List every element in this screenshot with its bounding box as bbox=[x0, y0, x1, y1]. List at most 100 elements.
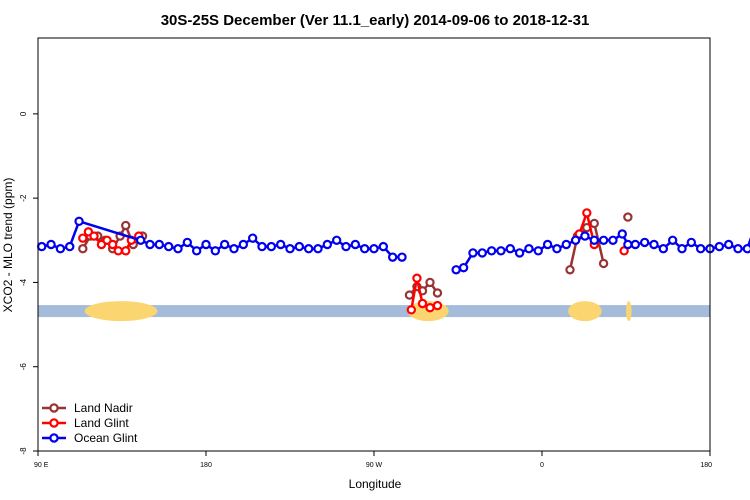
data-point-ocean-glint bbox=[378, 241, 389, 252]
x-tick-label: 0 bbox=[540, 462, 544, 469]
data-point-ocean-glint bbox=[359, 244, 370, 254]
data-point-ocean-glint bbox=[294, 241, 305, 252]
data-point-ocean-glint bbox=[589, 235, 599, 245]
data-point-ocean-glint bbox=[686, 237, 697, 248]
data-point-ocean-glint bbox=[369, 244, 379, 254]
data-point-land-glint bbox=[406, 305, 417, 315]
data-point-ocean-glint bbox=[303, 244, 314, 254]
legend-label-ocean-glint: Ocean Glint bbox=[74, 431, 138, 445]
y-tick-label: -2 bbox=[19, 194, 28, 202]
data-point-ocean-glint bbox=[238, 239, 249, 250]
data-point-ocean-glint bbox=[331, 235, 342, 245]
data-point-land-nadir bbox=[565, 265, 575, 275]
data-point-ocean-glint bbox=[695, 244, 706, 254]
data-point-ocean-glint bbox=[322, 239, 333, 250]
data-point-ocean-glint bbox=[617, 229, 627, 239]
data-point-ocean-glint bbox=[496, 246, 506, 256]
x-tick-label: 90 W bbox=[366, 462, 383, 469]
data-point-ocean-glint bbox=[714, 241, 725, 252]
data-point-ocean-glint bbox=[723, 239, 734, 250]
data-point-land-glint bbox=[78, 233, 88, 243]
data-point-land-glint bbox=[113, 246, 123, 256]
data-point-ocean-glint bbox=[649, 239, 659, 250]
data-point-ocean-glint bbox=[387, 252, 398, 262]
data-point-land-nadir bbox=[432, 288, 443, 298]
data-point-ocean-glint bbox=[486, 246, 497, 256]
data-point-land-nadir bbox=[78, 244, 88, 254]
data-point-ocean-glint bbox=[524, 244, 534, 254]
data-point-land-glint bbox=[417, 298, 428, 309]
data-point-ocean-glint bbox=[154, 239, 165, 250]
surface-band-land-2 bbox=[568, 301, 602, 322]
data-point-ocean-glint bbox=[598, 235, 609, 245]
data-point-land-nadir bbox=[598, 258, 609, 269]
data-point-ocean-glint bbox=[552, 244, 562, 254]
data-point-ocean-glint bbox=[266, 241, 277, 252]
data-point-land-nadir bbox=[589, 218, 599, 229]
data-point-ocean-glint bbox=[733, 244, 743, 254]
data-point-ocean-glint bbox=[313, 244, 323, 254]
data-point-ocean-glint bbox=[505, 244, 515, 254]
axes: 0 -2 -4 -6 -8 90 E 180 90 W 0 180 bbox=[19, 111, 712, 469]
data-point-ocean-glint bbox=[257, 241, 267, 252]
y-tick-label: -8 bbox=[19, 447, 28, 455]
data-point-ocean-glint bbox=[210, 246, 221, 256]
data-point-ocean-glint bbox=[145, 239, 155, 250]
data-point-ocean-glint bbox=[219, 239, 230, 250]
legend-label-land-glint: Land Glint bbox=[74, 416, 129, 430]
data-point-land-glint bbox=[121, 246, 131, 256]
data-point-ocean-glint bbox=[397, 252, 407, 262]
legend-marker-land-nadir bbox=[49, 403, 59, 413]
data-point-ocean-glint bbox=[46, 239, 56, 250]
chart-title: 30S-25S December (Ver 11.1_early) 2014-0… bbox=[161, 12, 590, 29]
data-point-ocean-glint bbox=[533, 246, 543, 256]
data-point-land-glint bbox=[425, 303, 435, 313]
data-point-ocean-glint bbox=[229, 244, 239, 254]
data-point-ocean-glint bbox=[65, 241, 75, 252]
data-point-ocean-glint bbox=[341, 241, 351, 252]
data-point-ocean-glint bbox=[275, 239, 286, 250]
x-tick-label: 180 bbox=[700, 462, 712, 469]
y-tick-label: -4 bbox=[19, 278, 28, 286]
data-point-land-glint bbox=[107, 239, 118, 250]
data-point-ocean-glint bbox=[451, 265, 461, 275]
data-point-ocean-glint bbox=[37, 241, 47, 252]
x-tick-label: 90 E bbox=[34, 462, 49, 469]
surface-band-land-0 bbox=[84, 301, 158, 322]
data-point-ocean-glint bbox=[677, 244, 687, 254]
series-line-ocean-glint-0 bbox=[41, 220, 402, 259]
data-point-ocean-glint bbox=[742, 244, 750, 254]
data-point-land-glint bbox=[89, 231, 99, 241]
data-point-ocean-glint bbox=[458, 262, 469, 273]
y-tick-label: -6 bbox=[19, 363, 28, 371]
x-axis-label: Longitude bbox=[349, 477, 402, 491]
legend-marker-ocean-glint bbox=[49, 433, 59, 443]
surface-band-ocean bbox=[38, 305, 710, 318]
data-point-ocean-glint bbox=[667, 235, 678, 245]
data-point-ocean-glint bbox=[285, 244, 295, 254]
data-point-ocean-glint bbox=[191, 246, 202, 256]
data-point-ocean-glint bbox=[247, 233, 258, 243]
data-point-ocean-glint bbox=[477, 248, 487, 258]
data-point-land-nadir bbox=[404, 290, 415, 300]
legend-label-land-nadir: Land Nadir bbox=[74, 401, 133, 415]
data-point-ocean-glint bbox=[630, 239, 641, 250]
data-point-ocean-glint bbox=[514, 248, 525, 258]
data-point-ocean-glint bbox=[74, 216, 84, 227]
y-axis-label: XCO2 - MLO trend (ppm) bbox=[1, 178, 15, 313]
data-point-ocean-glint bbox=[173, 244, 183, 254]
y-tick-label: 0 bbox=[19, 111, 28, 116]
data-point-ocean-glint bbox=[658, 244, 669, 254]
data-point-land-glint bbox=[412, 273, 422, 283]
data-point-ocean-glint bbox=[608, 235, 618, 245]
data-point-ocean-glint bbox=[182, 237, 193, 248]
plot-area bbox=[37, 208, 750, 322]
data-point-ocean-glint bbox=[350, 239, 361, 250]
data-point-ocean-glint bbox=[561, 239, 571, 250]
data-point-ocean-glint bbox=[639, 237, 650, 248]
data-point-ocean-glint bbox=[542, 239, 553, 250]
data-point-ocean-glint bbox=[163, 241, 174, 252]
data-point-land-nadir bbox=[623, 212, 633, 222]
